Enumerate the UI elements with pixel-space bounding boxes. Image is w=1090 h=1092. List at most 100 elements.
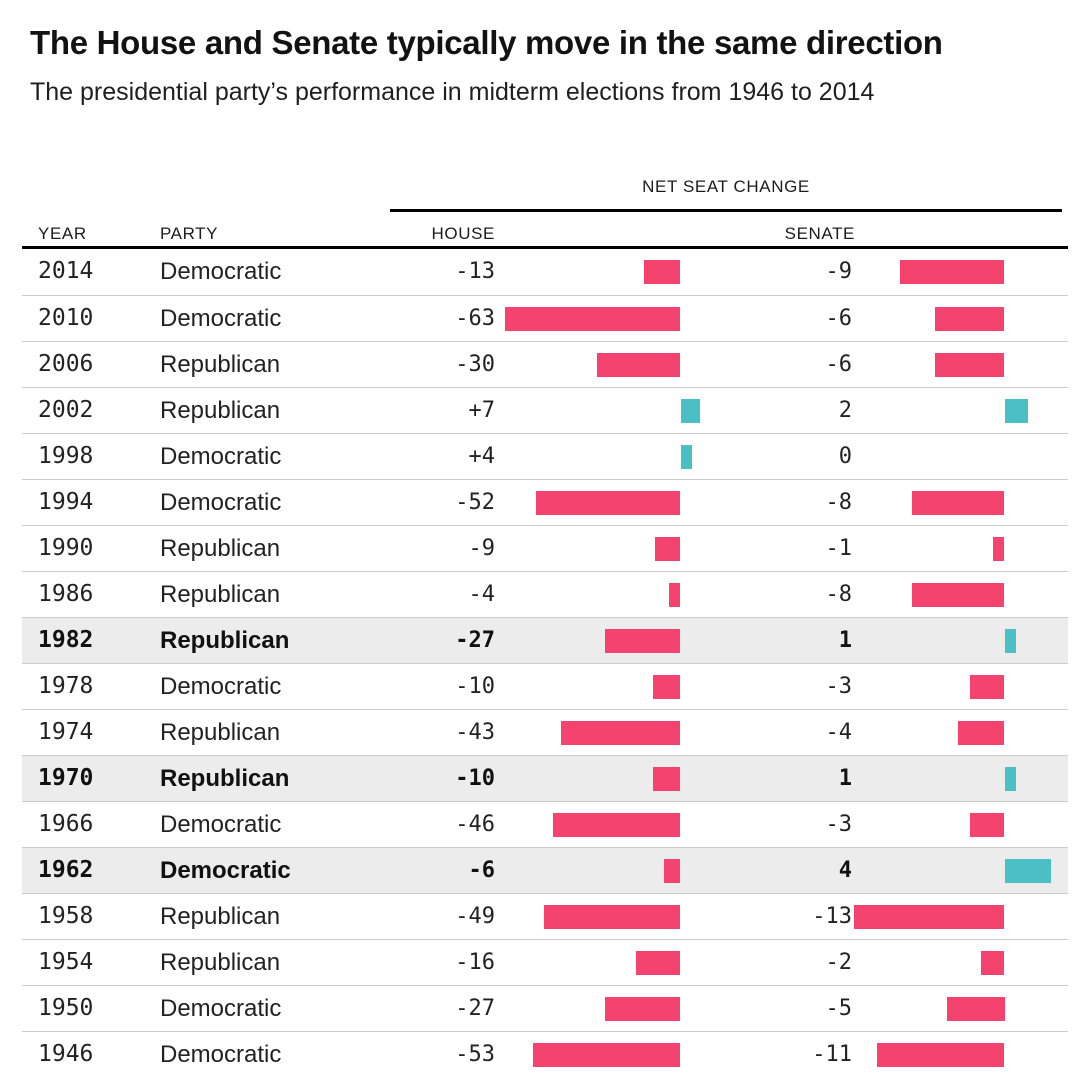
party-cell: Democratic	[160, 995, 282, 1022]
house-bar	[544, 905, 681, 929]
senate-value: -3	[825, 812, 853, 837]
house-value: -30	[455, 352, 495, 377]
house-bar	[644, 260, 681, 284]
senate-bar	[958, 721, 1005, 745]
party-cell: Democratic	[160, 857, 291, 884]
senate-value: -5	[825, 996, 853, 1021]
year-cell: 1970	[38, 765, 94, 791]
house-value: -46	[455, 812, 495, 837]
party-cell: Democratic	[160, 305, 282, 332]
house-value: -63	[455, 306, 495, 331]
column-header-senate: SENATE	[784, 224, 855, 243]
senate-bar	[1004, 859, 1051, 883]
year-cell: 1958	[38, 903, 94, 929]
house-bar	[552, 813, 681, 837]
senate-bar	[934, 353, 1005, 377]
house-value: -6	[468, 858, 496, 883]
senate-bar	[969, 813, 1005, 837]
table-row: 1990 Republican -9 -1	[22, 525, 1068, 571]
year-cell: 2014	[38, 258, 94, 284]
senate-bar	[946, 997, 1005, 1021]
table-row: 1986 Republican -4 -8	[22, 571, 1068, 617]
table-row: 1970 Republican -10 1	[22, 755, 1068, 801]
table-row: 2014 Democratic -13 -9	[22, 249, 1068, 295]
party-cell: Republican	[160, 903, 281, 930]
house-bar	[505, 307, 681, 331]
house-bar	[652, 767, 681, 791]
house-value: -10	[455, 674, 495, 699]
house-value: -52	[455, 490, 495, 515]
house-bar	[605, 629, 681, 653]
party-cell: Democratic	[160, 443, 282, 470]
senate-bar	[911, 491, 1005, 515]
party-cell: Democratic	[160, 811, 282, 838]
house-bar	[680, 445, 692, 469]
house-value: -53	[455, 1042, 495, 1067]
senate-value: -3	[825, 674, 853, 699]
table-top-rule	[22, 246, 1068, 249]
senate-bar	[853, 905, 1005, 929]
party-cell: Republican	[160, 397, 281, 424]
senate-value: 1	[838, 766, 852, 791]
party-cell: Republican	[160, 581, 281, 608]
year-cell: 1994	[38, 489, 94, 515]
senate-value: -9	[825, 259, 853, 284]
house-value: -10	[455, 766, 495, 791]
house-value: -43	[455, 720, 495, 745]
party-cell: Democratic	[160, 673, 282, 700]
year-cell: 1950	[38, 995, 94, 1021]
party-cell: Democratic	[160, 258, 282, 285]
senate-value: -13	[812, 904, 852, 929]
senate-value: 2	[838, 398, 852, 423]
house-bar	[636, 951, 681, 975]
year-cell: 1986	[38, 581, 94, 607]
senate-bar	[1004, 399, 1028, 423]
house-value: -27	[455, 996, 495, 1021]
senate-value: -1	[825, 536, 853, 561]
year-cell: 1998	[38, 443, 94, 469]
senate-bar	[1004, 767, 1017, 791]
table-row: 1962 Democratic -6 4	[22, 847, 1068, 893]
house-value: -27	[455, 628, 495, 653]
house-value: +4	[468, 444, 496, 469]
senate-value: 0	[838, 444, 852, 469]
group-header-underline	[390, 209, 1062, 212]
house-bar	[605, 997, 681, 1021]
senate-value: 4	[838, 858, 852, 883]
house-bar	[560, 721, 681, 745]
table-row: 1958 Republican -49 -13	[22, 893, 1068, 939]
house-bar	[655, 537, 681, 561]
table-row: 1978 Democratic -10 -3	[22, 663, 1068, 709]
house-bar	[663, 859, 681, 883]
table-row: 1966 Democratic -46 -3	[22, 801, 1068, 847]
chart-title: The House and Senate typically move in t…	[30, 24, 943, 61]
house-bar	[652, 675, 681, 699]
senate-bar	[1004, 629, 1017, 653]
table-row: 2010 Democratic -63 -6	[22, 295, 1068, 341]
year-cell: 2010	[38, 305, 94, 331]
senate-bar	[981, 951, 1005, 975]
house-value: -49	[455, 904, 495, 929]
senate-value: -6	[825, 352, 853, 377]
house-value: -9	[468, 536, 496, 561]
senate-bar	[969, 675, 1005, 699]
party-cell: Republican	[160, 627, 290, 654]
table-row: 1950 Democratic -27 -5	[22, 985, 1068, 1031]
senate-value: -2	[825, 950, 853, 975]
senate-value: -8	[825, 582, 853, 607]
table-row: 2002 Republican +7 2	[22, 387, 1068, 433]
year-cell: 2002	[38, 397, 94, 423]
table-row: 1954 Republican -16 -2	[22, 939, 1068, 985]
party-cell: Democratic	[160, 489, 282, 516]
year-cell: 1954	[38, 949, 94, 975]
house-bar	[535, 491, 681, 515]
party-cell: Republican	[160, 535, 281, 562]
party-cell: Democratic	[160, 1041, 282, 1068]
house-bar	[680, 399, 700, 423]
house-value: -4	[468, 582, 496, 607]
house-value: -16	[455, 950, 495, 975]
house-bar	[533, 1043, 681, 1067]
senate-value: -6	[825, 306, 853, 331]
chart-subtitle: The presidential party’s performance in …	[30, 78, 875, 106]
